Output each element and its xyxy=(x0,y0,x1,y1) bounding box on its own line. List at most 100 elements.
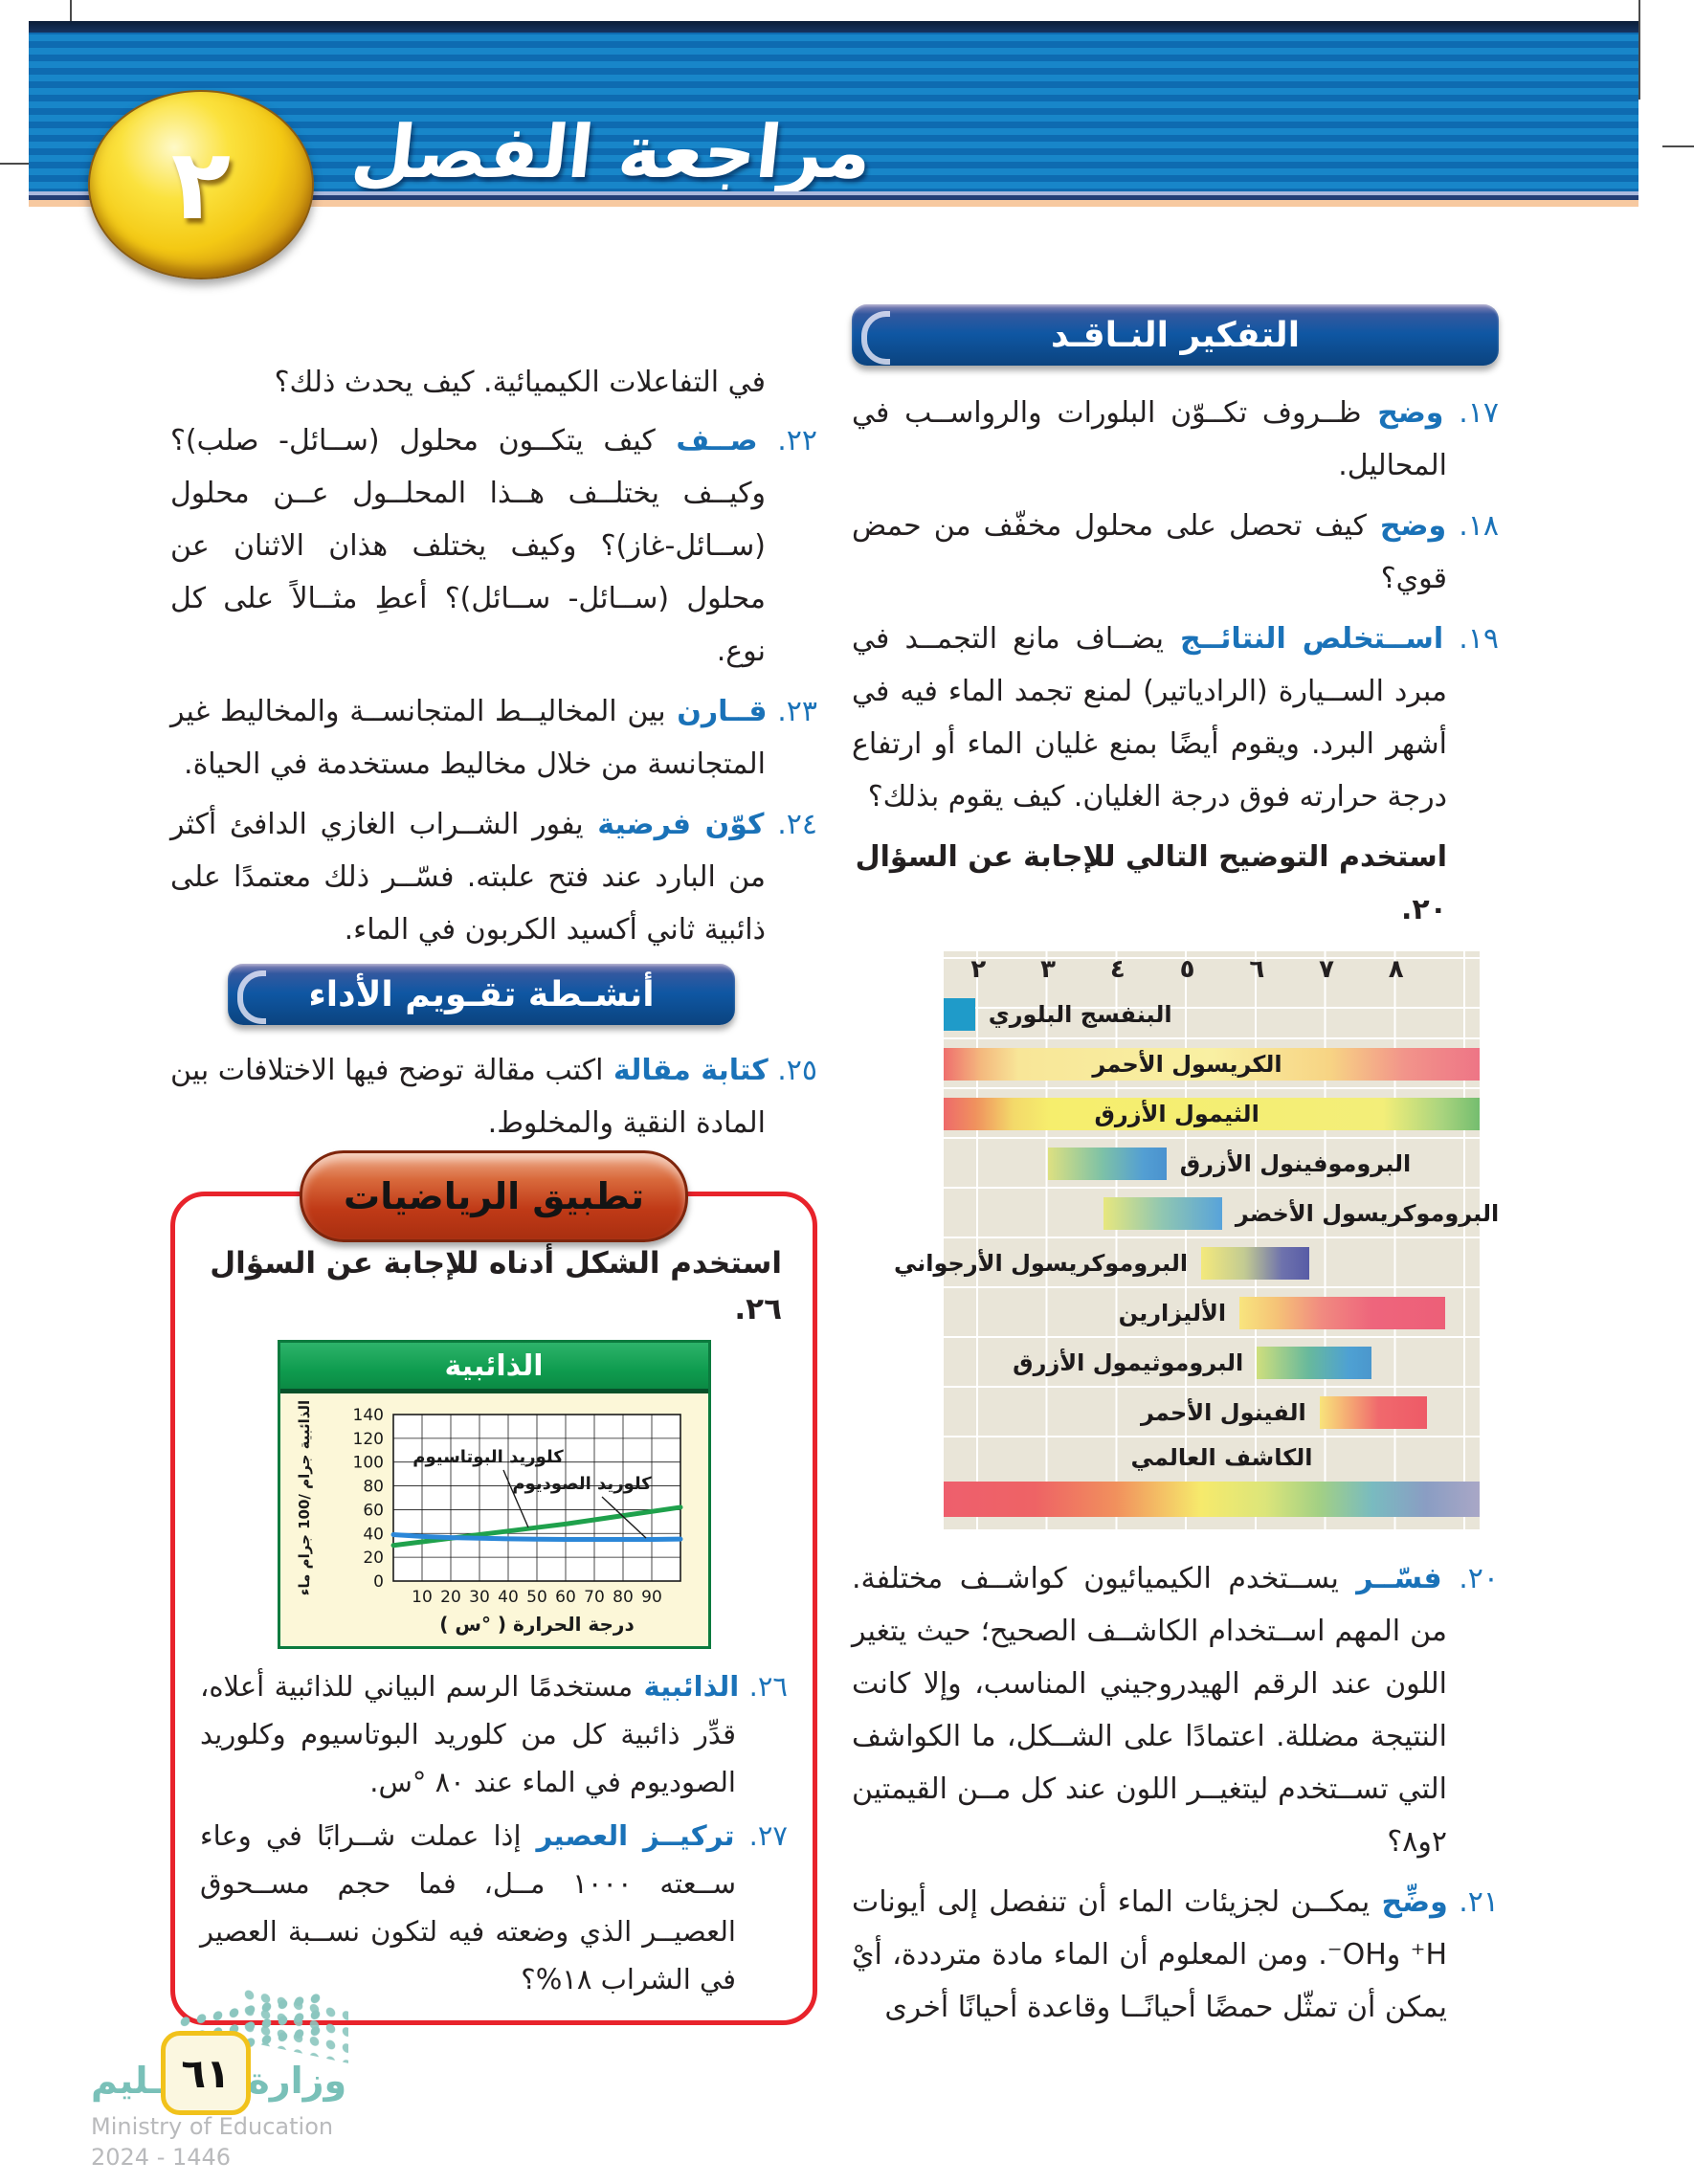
indicator-row: البروموفينول الأزرق xyxy=(944,1139,1480,1189)
indicator-row: البروموثيمول الأزرق xyxy=(944,1338,1480,1388)
indicator-range-bar xyxy=(944,1482,1480,1517)
questions-22-24: ٢٢. صــف كيف يتكــون محلول (ســائل- صلب)… xyxy=(170,414,817,956)
ph-axis-tick: ٢ xyxy=(970,955,987,984)
series-label: كلوريد البوتاسيوم xyxy=(412,1447,564,1467)
indicator-row: الفينول الأحمر xyxy=(944,1388,1480,1437)
question-keyword: فسّــر xyxy=(1338,1562,1442,1595)
ministry-years: 2024 - 1446 xyxy=(91,2144,232,2171)
question-keyword: كوّن فرضية xyxy=(583,808,765,841)
question-number: ١٩. xyxy=(1443,622,1500,656)
question-number: ٢٧. xyxy=(734,1819,789,1852)
y-axis-title: الذائبية جرام /100 جرام ماء xyxy=(296,1400,313,1595)
x-tick-label: 10 xyxy=(412,1588,433,1607)
crop-mark xyxy=(0,163,53,165)
question-keyword: وضح xyxy=(1366,509,1447,543)
question-text: بين المخاليــط المتجانســة والمخاليط غير… xyxy=(170,695,766,781)
left-column: في التفاعلات الكيميائية. كيف يحدث ذلك؟ ٢… xyxy=(170,356,817,2025)
indicator-range-bar xyxy=(1319,1396,1428,1429)
questions-26-27: ٢٦. الذائبية مستخدمًا الرسم البياني للذا… xyxy=(200,1662,788,2003)
question-keyword: قــارن xyxy=(665,695,768,728)
indicator-range-bar xyxy=(1201,1247,1309,1280)
ph-axis-tick: ٥ xyxy=(1179,955,1195,984)
question-number: ٢٤. xyxy=(764,808,817,841)
question-number: ١٨. xyxy=(1446,509,1499,543)
questions-17-19: ١٧. وضح ظــروف تكــوّن البلورات والرواسـ… xyxy=(852,387,1499,823)
indicator-label: الكاشف العالمي xyxy=(1130,1444,1313,1471)
continuation-text: في التفاعلات الكيميائية. كيف يحدث ذلك؟ xyxy=(274,366,766,399)
question-٢١: ٢١. وضِّح يمكــن لجزيئات الماء أن تنفصل … xyxy=(852,1876,1499,2034)
series-line xyxy=(390,1532,682,1542)
series-leader-line xyxy=(502,1469,529,1528)
question-number: ٢٥. xyxy=(768,1054,818,1087)
question-text: كيف يتكــون محلول (ســائل- صلب)؟ وكيــف … xyxy=(170,424,766,668)
question-٢٦: ٢٦. الذائبية مستخدمًا الرسم البياني للذا… xyxy=(200,1662,788,1806)
page-number-badge: ٦١ xyxy=(161,2031,251,2115)
chapter-number: ٢ xyxy=(170,127,232,242)
y-tick-label: 120 xyxy=(352,1430,383,1449)
indicator-label: البروموفينول الأزرق xyxy=(1179,1150,1412,1177)
indicator-range-bar xyxy=(1103,1197,1222,1230)
y-tick-label: 20 xyxy=(363,1549,384,1568)
indicator-row: الأليزارين xyxy=(944,1288,1480,1338)
y-tick-label: 140 xyxy=(352,1406,383,1425)
question-number: ١٧. xyxy=(1443,396,1499,430)
question-keyword: كتابة مقالة xyxy=(603,1054,769,1087)
indicator-range-bar xyxy=(944,1048,1480,1081)
indicator-label: الثيمول الأزرق xyxy=(1094,1101,1259,1127)
question-text: كيف تحصل على محلول مخفّف من حمض قوي؟ xyxy=(852,509,1447,595)
indicator-label-row: الكاشف العالمي xyxy=(944,1437,1480,1478)
indicator-range-bar xyxy=(1239,1297,1445,1329)
indicator-row: البروموكريسول الأخضر xyxy=(944,1189,1499,1238)
question-text: مستخدمًا الرسم البياني للذائبية أعلاه، ق… xyxy=(200,1670,736,1798)
x-axis-title: درجة الحرارة ( °س ) xyxy=(439,1613,634,1636)
question-keyword: وضح xyxy=(1361,396,1444,430)
question-number: ٢١. xyxy=(1447,1885,1499,1919)
ph-indicator-chart: ٢ ٣ ٤ ٥ ٦ ٧ ٨ البنفسج البلوري الكريسول الأحمر الث… xyxy=(894,951,1499,1529)
ph-axis-tick: ٤ xyxy=(1109,955,1126,984)
critical-thinking-banner: التفكير النـاقـد xyxy=(852,304,1499,366)
question-text: يمكــن لجزيئات الماء أن تنفصل إلى أيونات… xyxy=(852,1885,1447,2024)
banner-bottom-edge xyxy=(29,191,1638,207)
questions-20-21: ٢٠. فسّــر يســتخدم الكيميائيون كواشــف … xyxy=(852,1552,1499,2034)
question-text: اكتب مقالة توضح فيها الاختلافات بين الما… xyxy=(170,1054,766,1140)
y-tick-label: 60 xyxy=(363,1501,384,1520)
figure-note: استخدم التوضيح التالي للإجابة عن السؤال … xyxy=(855,840,1447,926)
question-١٧: ١٧. وضح ظــروف تكــوّن البلورات والرواسـ… xyxy=(852,387,1499,492)
series-label: كلوريد الصوديوم xyxy=(512,1474,652,1494)
chapter-review-banner: مراجعة الفصل xyxy=(29,21,1638,194)
question-٢٧: ٢٧. تركيــز العصير إذا عملت شــرابًا في … xyxy=(200,1812,788,2003)
x-tick-label: 70 xyxy=(584,1588,605,1607)
indicator-row: الثيمول الأزرق xyxy=(944,1089,1480,1139)
question-number: ٢٦. xyxy=(739,1670,788,1703)
question-keyword: وضِّح xyxy=(1370,1885,1448,1919)
performance-assessment-banner: أنشـطة تقـويم الأداء xyxy=(228,964,735,1025)
question-25: ٢٥. كتابة مقالة اكتب مقالة توضح فيها الا… xyxy=(170,1044,817,1149)
question-keyword: صــف xyxy=(655,424,758,457)
right-column: التفكير النـاقـد ١٧. وضح ظــروف تكــوّن … xyxy=(852,304,1499,2041)
question-text: إذا عملت شــرابًا في وعاء ســعته ١٠٠٠ مـ… xyxy=(200,1819,736,1995)
question-١٩: ١٩. اســتخلص النتائــج يضــاف مانع التجم… xyxy=(852,613,1499,823)
page-title: مراجعة الفصل xyxy=(347,109,877,194)
x-tick-label: 30 xyxy=(469,1588,490,1607)
question-٢٣: ٢٣. قــارن بين المخاليــط المتجانســة وا… xyxy=(170,685,817,791)
x-tick-label: 90 xyxy=(641,1588,662,1607)
question-number: ٢٠. xyxy=(1441,1562,1500,1595)
indicator-row: البنفسج البلوري xyxy=(944,990,1480,1039)
y-tick-label: 0 xyxy=(373,1572,384,1592)
indicator-range-bar xyxy=(1257,1347,1372,1379)
indicator-label: الأليزارين xyxy=(1118,1300,1227,1326)
indicator-range-bar xyxy=(944,998,975,1031)
question-٢٤: ٢٤. كوّن فرضية يفور الشــراب الغازي الدا… xyxy=(170,798,817,956)
x-tick-label: 20 xyxy=(440,1588,461,1607)
solubility-graph-title: الذائبية xyxy=(279,1343,708,1393)
question-٢٢: ٢٢. صــف كيف يتكــون محلول (ســائل- صلب)… xyxy=(170,414,817,678)
indicator-label: البروموكريسول الأرجواني xyxy=(893,1250,1189,1277)
chapter-number-badge: ٢ xyxy=(88,90,314,279)
math-application-box: تطبيق الرياضيات استخدم الشكل أدناه للإجا… xyxy=(170,1150,817,2025)
y-tick-label: 80 xyxy=(363,1478,384,1497)
ph-axis-tick: ٨ xyxy=(1388,955,1404,984)
y-tick-label: 100 xyxy=(352,1454,383,1473)
question-٢٠: ٢٠. فسّــر يســتخدم الكيميائيون كواشــف … xyxy=(852,1552,1499,1868)
indicator-label: البروموكريسول الأخضر xyxy=(1235,1200,1500,1227)
solubility-svg: 0 20 40 60 80 100 120 140 10 20 30 40 50 60 70 80 90 درجة… xyxy=(296,1400,682,1636)
